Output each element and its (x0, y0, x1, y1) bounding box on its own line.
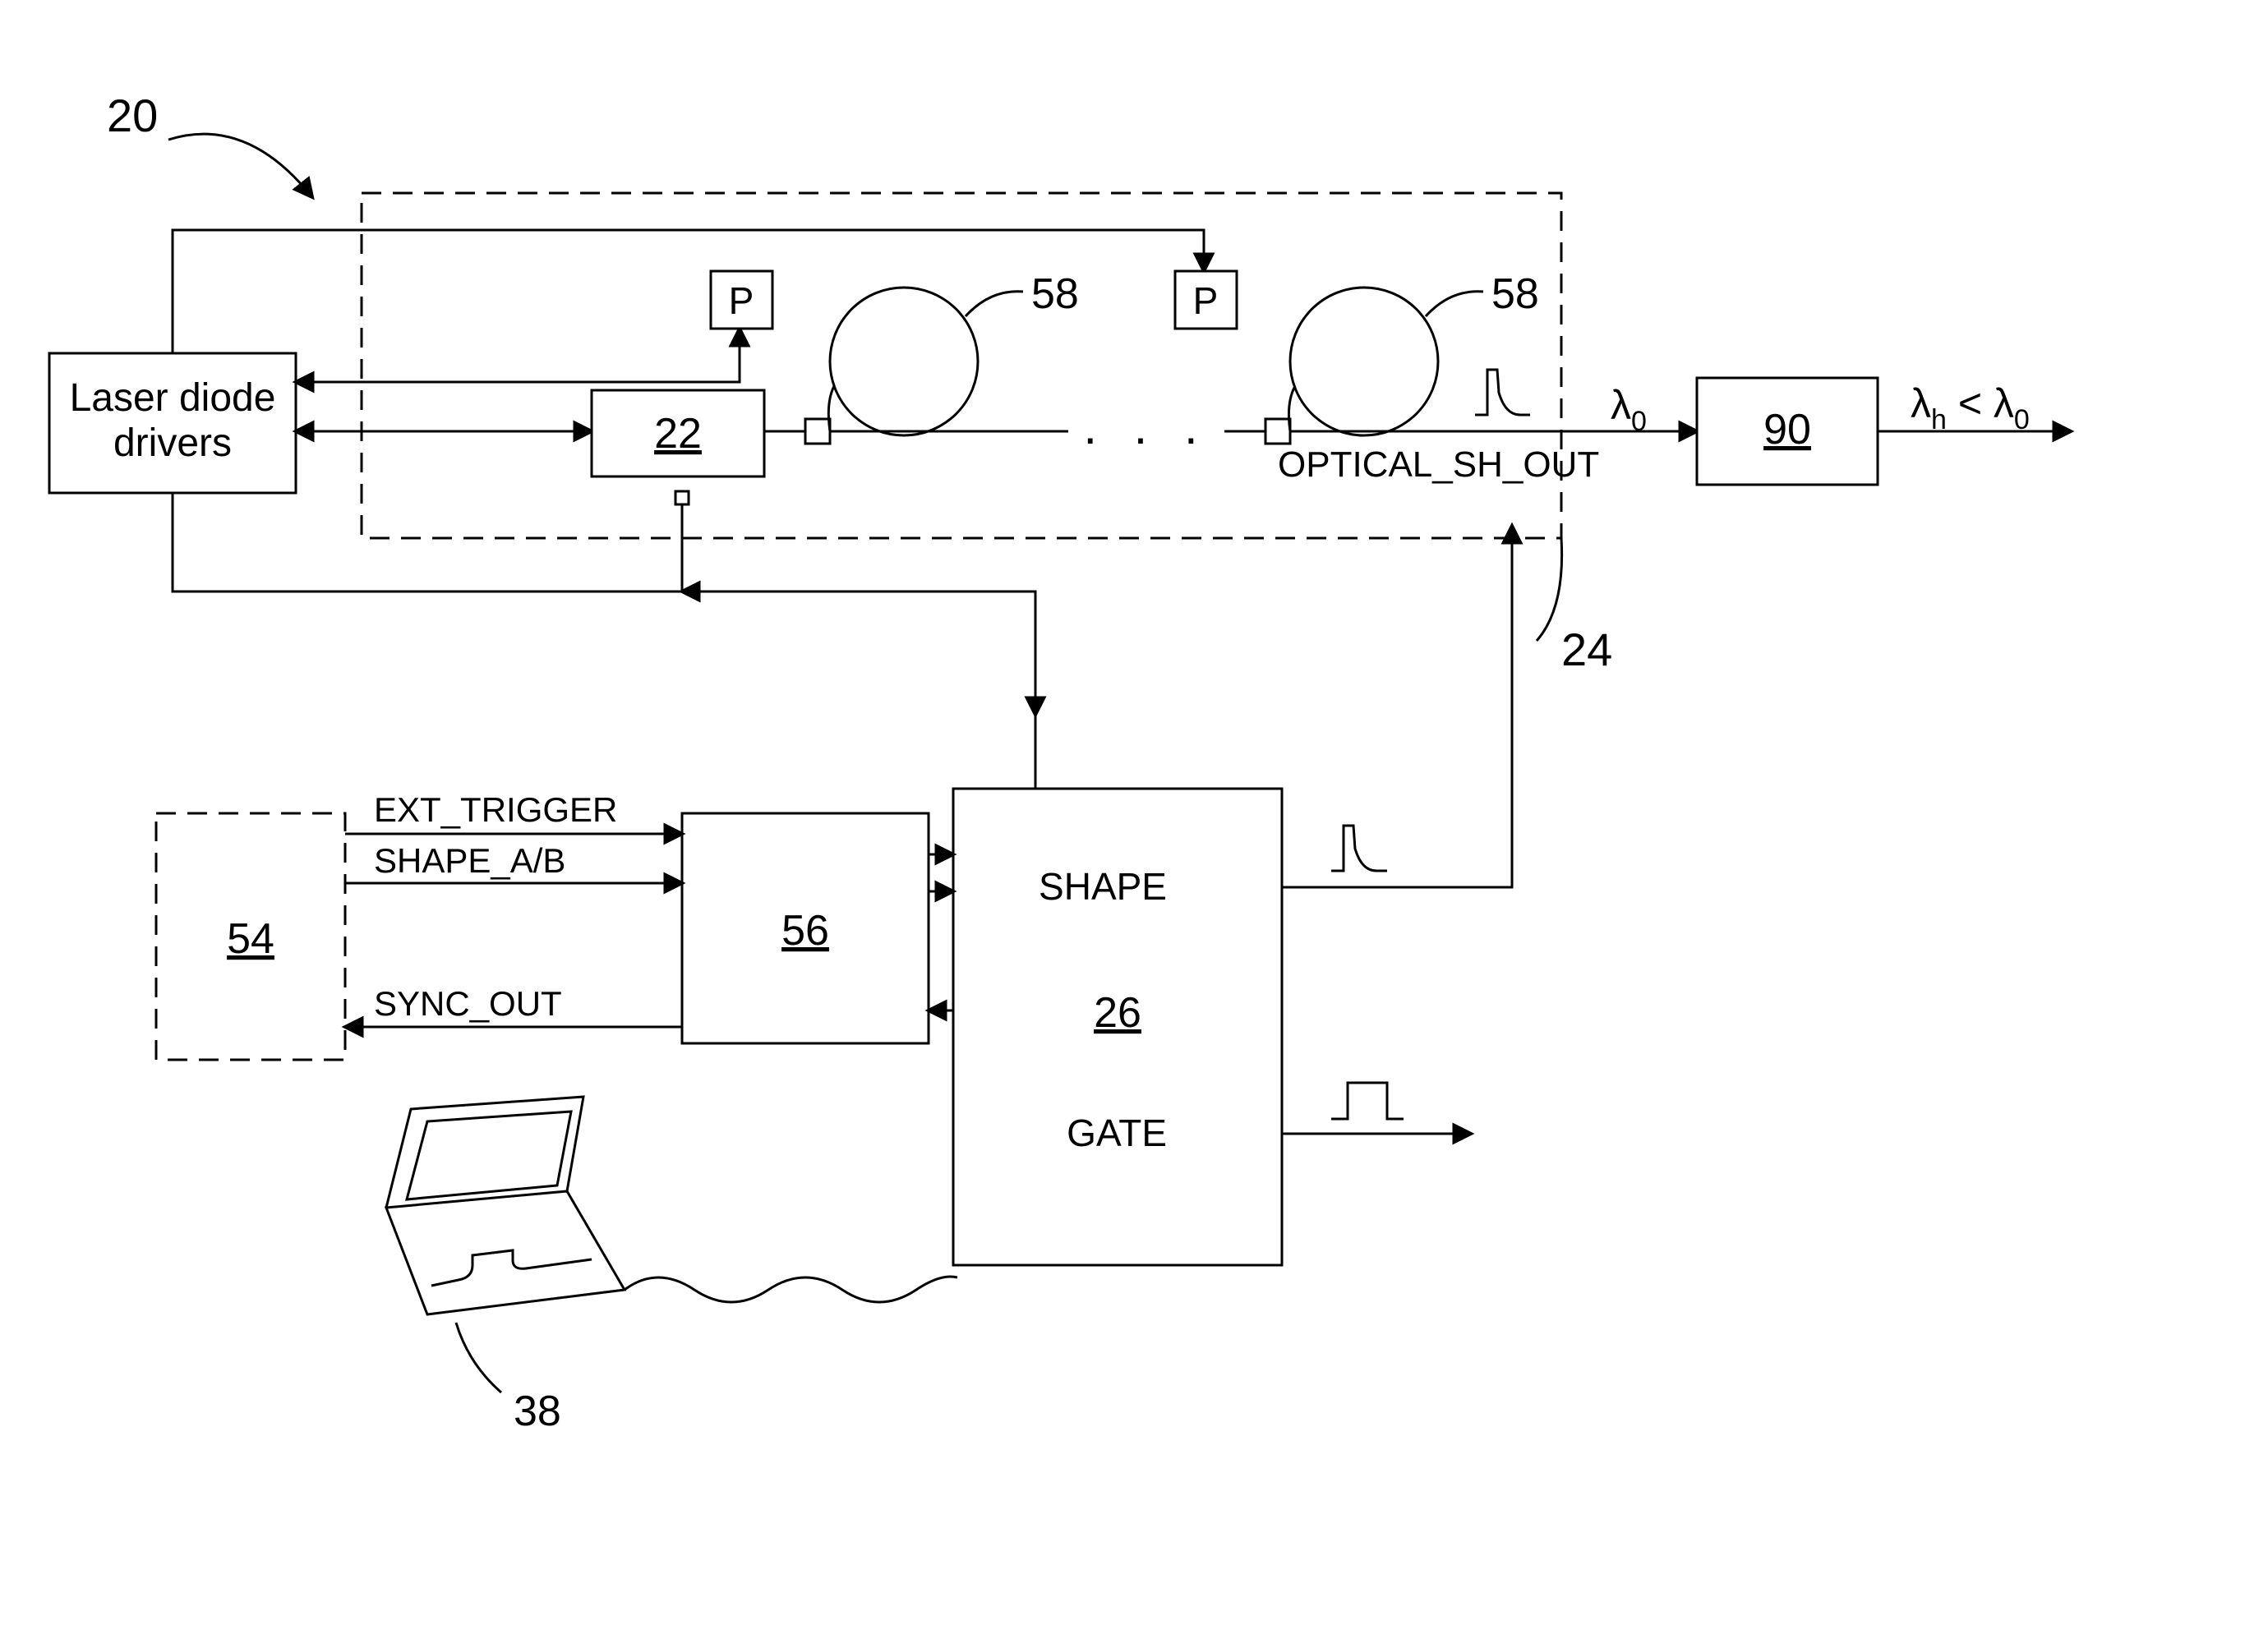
coupler-2 (1265, 419, 1290, 444)
pulse-icon-gate (1331, 1083, 1404, 1119)
pump-p2-label: P (1193, 279, 1219, 322)
ref-56: 56 (781, 907, 829, 955)
leader-24 (1537, 538, 1562, 641)
coil-2-tail (1288, 386, 1295, 431)
pulse-icon-optical (1475, 370, 1530, 415)
pump-p1-label: P (729, 279, 754, 322)
optical-out-text: OPTICAL_SH_OUT (1278, 444, 1599, 485)
ref-54: 54 (227, 915, 274, 963)
leader-38 (456, 1323, 501, 1392)
ref-22: 22 (654, 410, 702, 458)
ld-drivers-text1: Laser diode (70, 376, 276, 420)
laptop-icon (386, 1097, 625, 1314)
leader-58-1 (966, 292, 1023, 316)
lambda0: λ0 (1611, 382, 1647, 437)
ref-26: 26 (1094, 989, 1141, 1037)
shape-ab-label: SHAPE_A/B (374, 841, 565, 880)
junction-22-bottom (675, 491, 689, 504)
coupler-1 (805, 419, 830, 444)
wire-shape (1282, 526, 1512, 887)
ref-90: 90 (1763, 406, 1811, 453)
wire-ld-bottom (173, 493, 682, 591)
ld-drivers-text2: drivers (113, 421, 232, 465)
shape-label: SHAPE (1039, 865, 1167, 908)
coil-1 (830, 288, 978, 435)
ref-58-2: 58 (1491, 270, 1539, 318)
ellipsis: . . . (1083, 399, 1209, 454)
laptop-cable (625, 1277, 957, 1302)
subsystem-dashed-box (362, 193, 1561, 538)
sync-out-label: SYNC_OUT (374, 984, 562, 1023)
leader-58-2 (1426, 292, 1483, 316)
coil-2 (1290, 288, 1438, 435)
arrow-20 (168, 134, 312, 197)
ref-38: 38 (514, 1388, 561, 1435)
wire-22-to-26 (682, 591, 1035, 715)
lambda-out: λh < λ0 (1911, 380, 2030, 435)
ref-20: 20 (107, 90, 158, 141)
ref-58-1: 58 (1031, 270, 1079, 318)
pulse-icon-shape (1331, 826, 1387, 871)
coil-1-tail (828, 386, 834, 431)
gate-label: GATE (1067, 1112, 1167, 1154)
ref-24: 24 (1561, 624, 1612, 675)
ext-trigger-label: EXT_TRIGGER (374, 790, 617, 829)
